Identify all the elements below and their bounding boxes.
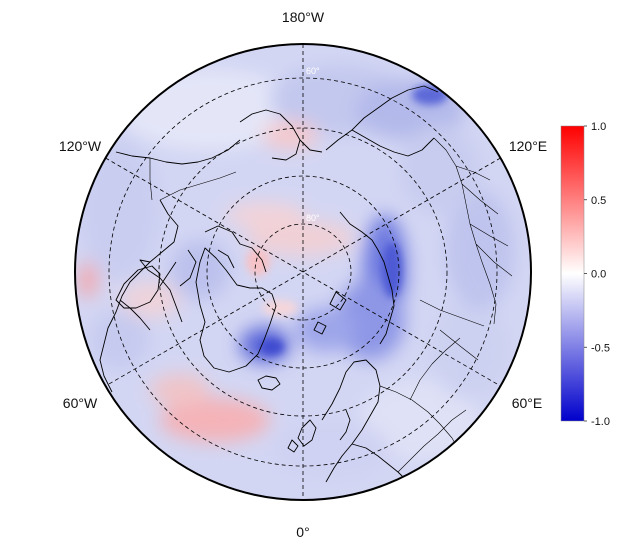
canadian-islands-coast [159, 225, 267, 287]
coastlines [99, 85, 513, 483]
colorbar-ticks: 1.0 0.5 0.0 -0.5 -1.0 [584, 121, 610, 428]
greenland-coast [195, 247, 277, 373]
meridian-lines [105, 44, 501, 500]
lon-label-0: 0° [296, 524, 309, 540]
lon-label-120e: 120°E [509, 138, 547, 154]
map-boundary [74, 43, 532, 501]
north-america-coast [99, 139, 241, 393]
lat-label-80: 80° [306, 213, 320, 223]
colorbar-tick-label: 0.5 [591, 195, 606, 207]
colorbar-gradient [560, 125, 585, 422]
lon-label-60e: 60°E [512, 395, 543, 411]
iceland-coast [257, 375, 281, 391]
colorbar-tick-label: 0.0 [591, 269, 606, 281]
colorbar-tick-label: -0.5 [591, 342, 610, 354]
latitude-circle-80 [254, 223, 352, 321]
latitude-circle-70 [206, 175, 400, 369]
country-borders [149, 137, 513, 473]
meridian-line [105, 157, 501, 387]
colorbar-tick-label: -1.0 [591, 416, 610, 428]
arctic-islands-coast [313, 291, 347, 335]
lon-label-180w: 180°W [282, 9, 325, 25]
latitude-circle-60 [158, 127, 448, 417]
latitude-circle-50 [108, 77, 498, 467]
lon-label-60w: 60°W [63, 395, 98, 411]
meridian-line [105, 157, 501, 387]
siberian-arctic-coast [339, 211, 395, 345]
lat-label-60: 60° [306, 66, 320, 76]
colorbar-tick-label: 1.0 [591, 121, 606, 133]
latitude-circles [108, 77, 498, 467]
colorbar: 1.0 0.5 0.0 -0.5 -1.0 [560, 121, 610, 428]
lon-label-120w: 120°W [59, 138, 102, 154]
british-isles-coast [287, 419, 317, 453]
east-siberia-coast [325, 85, 439, 157]
